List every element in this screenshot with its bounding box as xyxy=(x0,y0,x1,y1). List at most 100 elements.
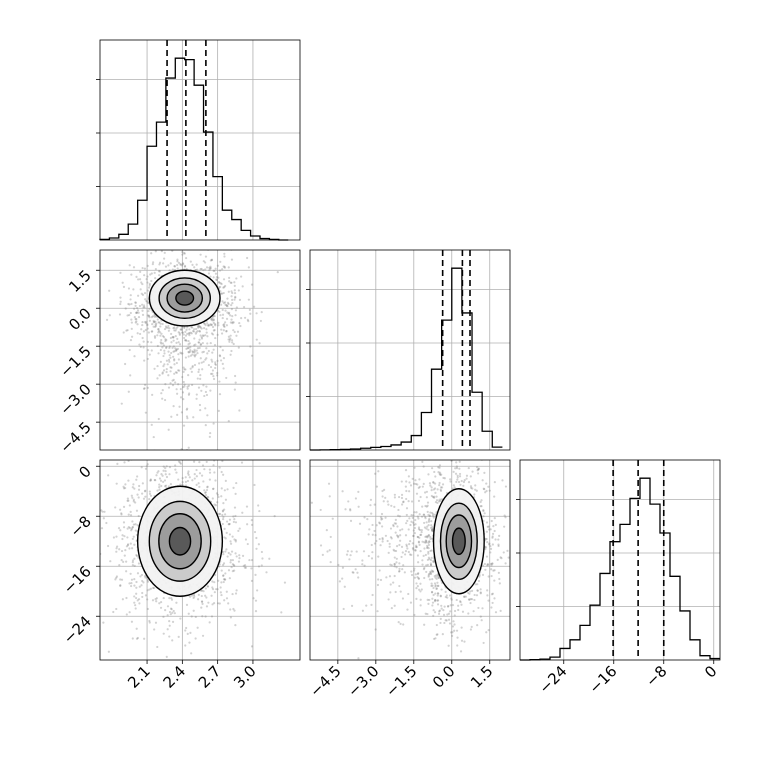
sample-point xyxy=(362,550,366,553)
sample-point xyxy=(224,321,227,324)
sample-point xyxy=(498,582,501,585)
sample-point xyxy=(232,520,235,523)
sample-point xyxy=(196,330,199,333)
sample-point xyxy=(156,471,159,474)
sample-point xyxy=(485,453,487,455)
sample-point xyxy=(136,306,139,310)
sample-point xyxy=(476,589,479,592)
sample-point xyxy=(229,559,233,562)
sample-point xyxy=(429,563,433,567)
sample-point xyxy=(384,496,387,499)
sample-point xyxy=(229,561,232,564)
sample-point xyxy=(450,597,453,600)
sample-point xyxy=(469,485,473,488)
sample-point xyxy=(295,522,297,524)
sample-point xyxy=(182,398,185,401)
sample-point xyxy=(158,270,161,273)
sample-point xyxy=(461,610,465,613)
sample-point xyxy=(122,331,125,334)
sample-point xyxy=(483,562,486,566)
sample-point xyxy=(163,479,167,482)
sample-point xyxy=(435,495,438,498)
sample-point xyxy=(157,328,160,331)
sample-point xyxy=(173,359,176,362)
sample-point xyxy=(222,515,225,519)
sample-point xyxy=(436,575,439,578)
sample-point xyxy=(166,363,169,366)
sample-point xyxy=(430,571,433,574)
sample-point xyxy=(233,569,236,572)
sample-point xyxy=(436,581,439,584)
sample-point xyxy=(204,587,207,590)
sample-point xyxy=(200,447,202,449)
sample-point xyxy=(429,562,432,565)
sample-point xyxy=(476,583,479,586)
sample-point xyxy=(420,530,423,534)
sample-point xyxy=(137,496,140,499)
sample-point xyxy=(216,493,219,496)
sample-point xyxy=(473,598,476,602)
contour-line-1 xyxy=(439,502,478,581)
sample-point xyxy=(490,564,493,567)
sample-point xyxy=(211,588,215,591)
sample-point xyxy=(392,523,395,527)
sample-point xyxy=(234,514,237,518)
sample-point xyxy=(131,563,134,567)
sample-point xyxy=(121,537,124,541)
sample-point xyxy=(144,576,147,579)
sample-point xyxy=(167,264,170,267)
sample-point xyxy=(119,584,122,587)
sample-point xyxy=(394,590,397,594)
sample-point xyxy=(129,514,133,517)
sample-point xyxy=(148,619,151,623)
sample-point xyxy=(141,293,145,296)
sample-point xyxy=(221,563,225,567)
sample-point xyxy=(465,477,468,480)
sample-point xyxy=(119,584,122,588)
sample-point xyxy=(126,527,129,530)
sample-point xyxy=(493,495,496,498)
sample-point xyxy=(241,554,245,558)
sample-point xyxy=(429,563,433,567)
sample-point xyxy=(247,298,250,301)
sample-point xyxy=(207,496,210,499)
sample-point xyxy=(209,389,212,392)
sample-point xyxy=(194,332,197,335)
sample-point xyxy=(408,543,411,546)
sample-point xyxy=(398,584,401,588)
sample-point xyxy=(190,326,193,329)
sample-point xyxy=(417,577,420,580)
sample-point xyxy=(425,490,429,493)
sample-point xyxy=(351,571,354,574)
sample-point xyxy=(412,548,415,551)
sample-point xyxy=(161,346,164,349)
sample-point xyxy=(126,499,129,502)
sample-point xyxy=(168,354,171,357)
sample-point xyxy=(146,340,150,343)
sample-point xyxy=(154,250,157,253)
sample-point xyxy=(206,495,209,499)
sample-point xyxy=(187,346,190,350)
sample-point xyxy=(136,572,140,575)
sample-point xyxy=(241,285,244,288)
sample-point xyxy=(347,500,350,503)
sample-point xyxy=(415,511,418,514)
sample-point xyxy=(132,288,135,291)
sample-point xyxy=(228,340,231,343)
sample-point xyxy=(220,332,224,335)
sample-point xyxy=(172,378,175,381)
sample-point xyxy=(121,281,124,284)
sample-point xyxy=(414,482,417,486)
sample-point xyxy=(485,631,488,634)
sample-point xyxy=(178,369,181,372)
sample-point xyxy=(177,383,180,386)
sample-point xyxy=(488,489,491,492)
sample-point xyxy=(209,324,213,327)
sample-point xyxy=(237,346,240,349)
sample-point xyxy=(136,524,139,527)
sample-point xyxy=(491,592,494,595)
sample-point xyxy=(134,529,137,532)
sample-point xyxy=(375,485,379,488)
sample-point xyxy=(181,386,185,389)
sample-point xyxy=(456,474,459,477)
